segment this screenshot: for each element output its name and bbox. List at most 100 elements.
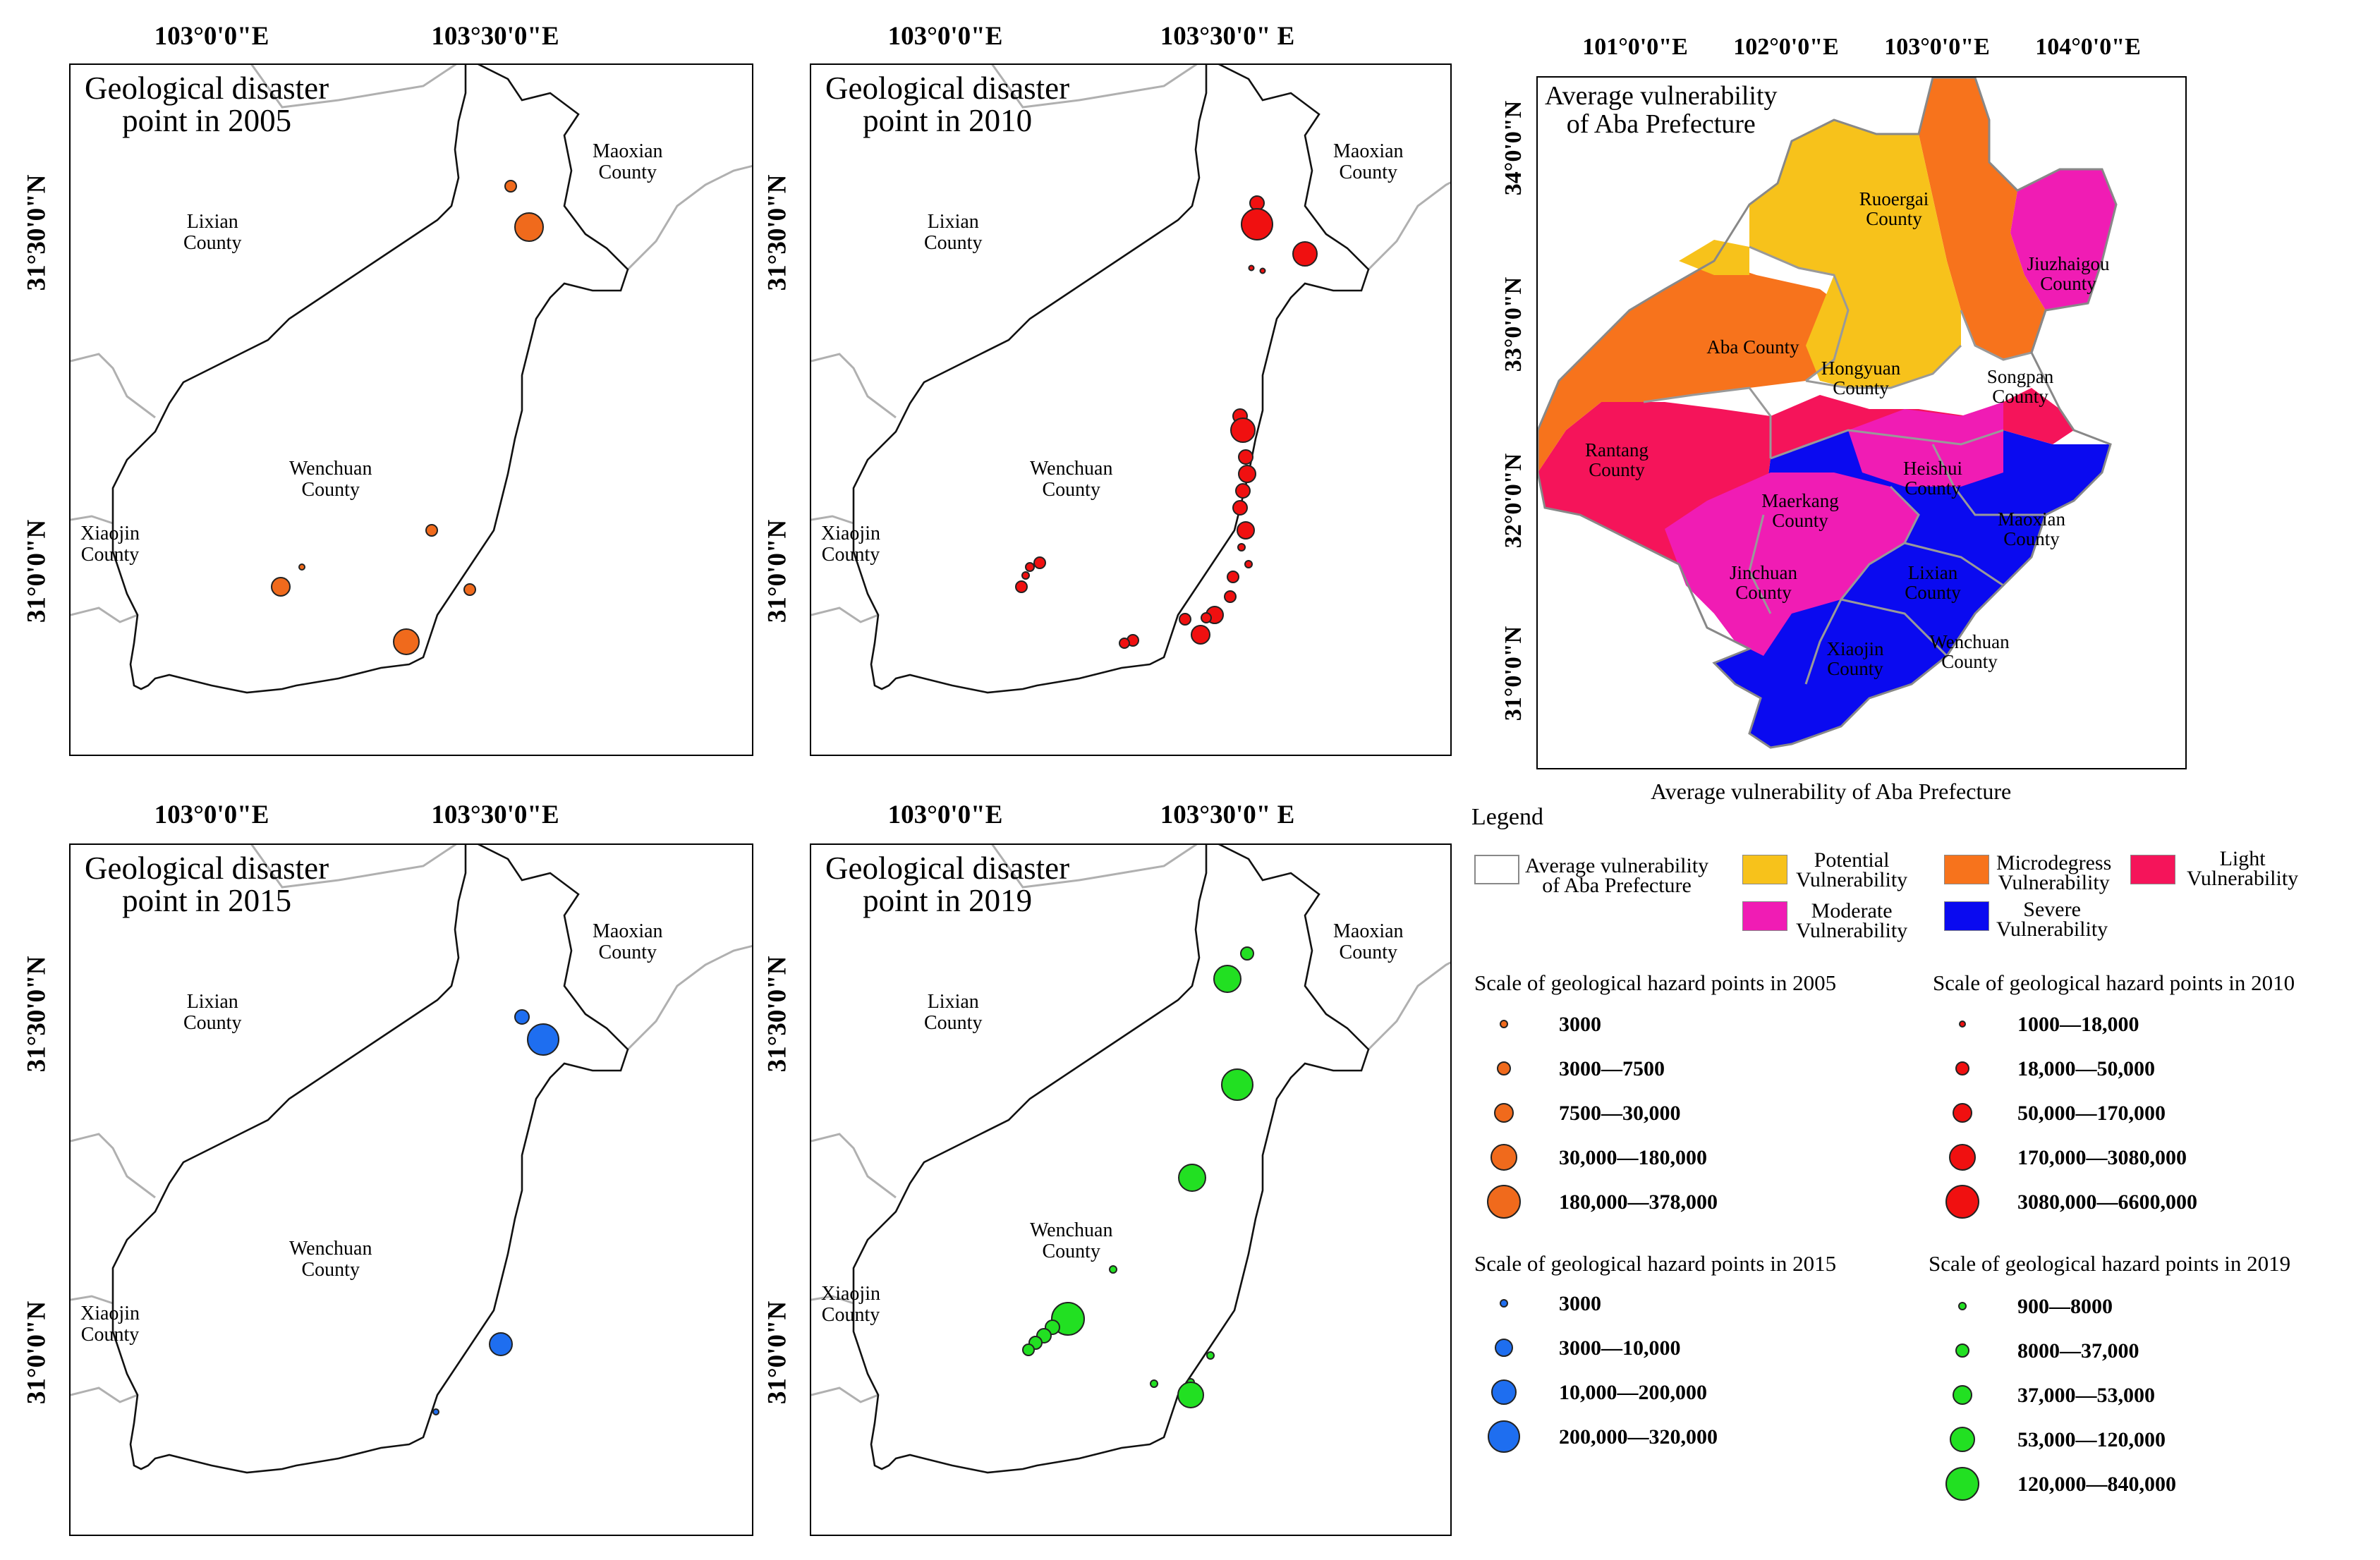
hazard-point bbox=[1227, 571, 1239, 583]
hazard-point bbox=[1177, 1382, 1204, 1408]
p1-lat-label-2: 31°0'0"N bbox=[22, 519, 51, 623]
neighbour-county-border bbox=[1367, 181, 1450, 271]
county-label-lixian: Lixian County bbox=[183, 211, 242, 254]
legend-label-severe: Severe Vulnerability bbox=[1996, 898, 2108, 941]
neighbour-county-border bbox=[71, 515, 114, 525]
hazard-point bbox=[463, 583, 476, 596]
legend-swatch-potential bbox=[1742, 855, 1787, 884]
p3-lat-label-1: 31°30'0"N bbox=[22, 956, 51, 1073]
wenchuan-basemap bbox=[811, 845, 1450, 1474]
hazard-point bbox=[1033, 556, 1046, 569]
vmap-county-xiaojin: Xiaojin County bbox=[1826, 638, 1884, 679]
hazard-point bbox=[425, 524, 438, 537]
vmap-county-ruoergai: Ruoergai County bbox=[1859, 188, 1929, 229]
hazard-point bbox=[514, 1009, 530, 1025]
hazard-point bbox=[527, 1023, 559, 1056]
neighbour-county-border bbox=[991, 65, 1198, 109]
hazard-point bbox=[1201, 612, 1212, 623]
neighbour-county-border bbox=[71, 1387, 138, 1403]
scale-2015-symbol-3 bbox=[1491, 1379, 1517, 1405]
neighbour-county-border bbox=[250, 65, 457, 109]
vmap-lon-label-1: 101°0'0"E bbox=[1582, 34, 1688, 60]
wenchuan-basemap bbox=[71, 845, 752, 1474]
hazard-point bbox=[1179, 613, 1191, 626]
p2-lon-label-2: 103°30'0" E bbox=[1160, 22, 1295, 51]
vmap-lon-label-3: 103°0'0"E bbox=[1884, 34, 1990, 60]
hazard-point bbox=[1213, 965, 1241, 993]
hazard-point bbox=[271, 577, 291, 597]
p3-lon-label-2: 103°30'0"E bbox=[431, 800, 559, 829]
hazard-point bbox=[1119, 638, 1130, 649]
scale-2005-symbol-4 bbox=[1490, 1144, 1517, 1171]
county-label-maoxian: Maoxian County bbox=[1333, 140, 1404, 183]
vmap-county-heishui: Heishui County bbox=[1903, 458, 1962, 499]
neighbour-county-border bbox=[811, 1133, 897, 1199]
neighbour-county-border bbox=[71, 1133, 156, 1199]
scale-2015-label-4: 200,000—320,000 bbox=[1559, 1425, 1718, 1449]
hazard-point bbox=[1238, 465, 1256, 483]
p2-lon-label-1: 103°0'0"E bbox=[887, 22, 1003, 51]
scale-2010-symbol-5 bbox=[1945, 1185, 1979, 1219]
legend-label-light: Light Vulnerability bbox=[2187, 847, 2299, 890]
scale-2015-symbol-2 bbox=[1495, 1339, 1513, 1357]
scale-2019-symbol-5 bbox=[1945, 1467, 1979, 1501]
neighbour-county-border bbox=[626, 944, 752, 1051]
scale-2005-title: Scale of geological hazard points in 200… bbox=[1474, 970, 1837, 995]
legend-outline-swatch bbox=[1474, 855, 1519, 884]
scale-2019-label-3: 37,000—53,000 bbox=[2017, 1384, 2155, 1407]
hazard-point bbox=[298, 563, 305, 571]
county-label-wenchuan: Wenchuan County bbox=[289, 1238, 372, 1281]
scale-2005-symbol-1 bbox=[1500, 1020, 1508, 1028]
neighbour-county-border bbox=[71, 607, 138, 623]
vmap-lat-label-3: 32°0'0"N bbox=[1500, 453, 1526, 549]
p4-lon-label-1: 103°0'0"E bbox=[887, 800, 1003, 829]
panel-title: Geological disaster point in 2019 bbox=[825, 851, 1070, 918]
p1-lat-label-1: 31°30'0"N bbox=[22, 174, 51, 291]
p4-lat-label-2: 31°0'0"N bbox=[763, 1300, 792, 1405]
scale-2010-label-1: 1000—18,000 bbox=[2017, 1013, 2139, 1036]
hazard-point bbox=[489, 1332, 513, 1356]
vmap-county-hongyuan: Hongyuan County bbox=[1821, 358, 1901, 398]
scale-2015-title: Scale of geological hazard points in 201… bbox=[1474, 1251, 1837, 1276]
hazard-point bbox=[393, 628, 420, 655]
vmap-county-wenchuan: Wenchuan County bbox=[1929, 631, 2010, 672]
vmap-county-maerkang: Maerkang County bbox=[1761, 490, 1839, 531]
county-label-lixian: Lixian County bbox=[924, 211, 983, 254]
scale-2019-symbol-1 bbox=[1958, 1302, 1967, 1310]
county-label-xiaojin: Xiaojin County bbox=[821, 1283, 880, 1326]
wenchuan-outline bbox=[111, 845, 629, 1474]
hazard-point bbox=[1206, 1351, 1215, 1360]
hazard-point bbox=[1235, 483, 1251, 499]
wenchuan-outline bbox=[111, 65, 629, 694]
hazard-point bbox=[1025, 562, 1035, 572]
hazard-point bbox=[1238, 449, 1253, 465]
scale-2019-symbol-4 bbox=[1950, 1427, 1975, 1452]
wenchuan-outline bbox=[852, 845, 1370, 1474]
neighbour-county-border bbox=[811, 1295, 854, 1305]
legend-title: Legend bbox=[1471, 804, 1543, 830]
legend-swatch-severe bbox=[1944, 901, 1989, 931]
legend: Legend Average vulnerability of Aba Pref… bbox=[1467, 797, 2377, 1552]
vmap-county-aba: Aba County bbox=[1706, 336, 1799, 358]
p2-lat-label-2: 31°0'0"N bbox=[763, 519, 792, 623]
p3-lon-label-1: 103°0'0"E bbox=[154, 800, 269, 829]
vmap-lat-label-2: 33°0'0"N bbox=[1500, 276, 1526, 372]
map-panel-2010: Geological disaster point in 2010 Lixian… bbox=[810, 63, 1452, 756]
hazard-point bbox=[1244, 560, 1253, 568]
vulnerability-map-panel: Average vulnerability of Aba Prefecture … bbox=[1536, 76, 2187, 769]
hazard-point bbox=[1178, 1164, 1206, 1192]
p4-lat-label-1: 31°30'0"N bbox=[763, 956, 792, 1073]
map-panel-2015: Geological disaster point in 2015 Lixian… bbox=[69, 843, 753, 1536]
scale-2019-label-1: 900—8000 bbox=[2017, 1295, 2113, 1318]
scale-2010-symbol-2 bbox=[1955, 1061, 1969, 1075]
neighbour-county-border bbox=[250, 845, 457, 889]
vmap-county-maoxian: Maoxian County bbox=[1998, 508, 2065, 549]
hazard-point bbox=[1232, 500, 1248, 516]
scale-2005-label-5: 180,000—378,000 bbox=[1559, 1190, 1718, 1214]
hazard-point bbox=[1221, 1068, 1253, 1101]
scale-2005-label-2: 3000—7500 bbox=[1559, 1057, 1665, 1080]
hazard-point bbox=[1230, 418, 1256, 443]
neighbour-county-border bbox=[1367, 961, 1450, 1051]
scale-2005-label-4: 30,000—180,000 bbox=[1559, 1146, 1707, 1169]
neighbour-county-border bbox=[811, 515, 854, 525]
